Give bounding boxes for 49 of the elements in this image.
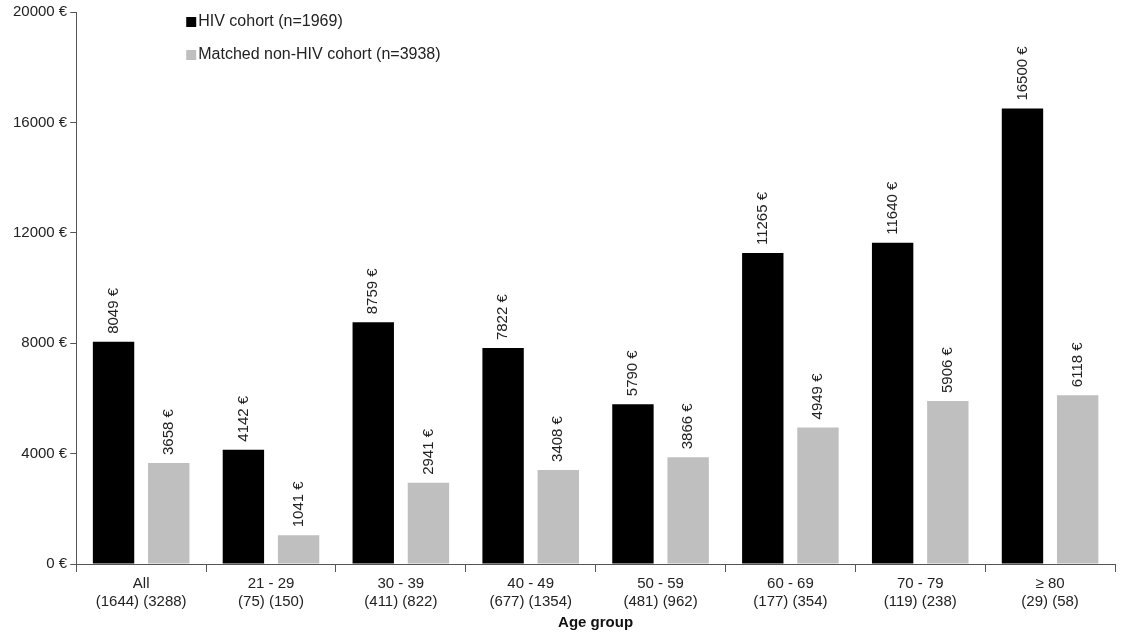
y-tick-label: 8000 €: [21, 333, 68, 351]
data-label: 3408 €: [548, 415, 566, 462]
x-tick-label: 70 - 79 (119) (238): [883, 574, 957, 610]
x-axis-title: Age group: [558, 613, 634, 631]
data-label: 4949 €: [808, 372, 826, 420]
x-tick-label: ≥ 80 (29) (58): [1021, 574, 1079, 610]
x-tick-label: 40 - 49 (677) (1354): [489, 574, 572, 610]
bar: [612, 404, 654, 564]
y-tick-label: 20000 €: [12, 2, 68, 20]
x-tick-label: 60 - 69 (177) (354): [753, 574, 828, 610]
y-tick-label: 0 €: [46, 554, 68, 572]
bar: [352, 322, 394, 564]
bar: [148, 463, 190, 564]
data-label: 2941 €: [418, 428, 436, 475]
x-tick-label: All (1644) (3288): [95, 574, 187, 610]
data-label: 7822 €: [493, 293, 511, 341]
data-label: 6118 €: [1067, 341, 1085, 388]
data-label: 5790 €: [623, 349, 641, 397]
bar: [1056, 395, 1099, 564]
bar: [667, 457, 709, 564]
bar: [222, 449, 265, 564]
x-tick-label: 50 - 59 (481) (962): [623, 574, 698, 610]
legend-label: HIV cohort (n=1969): [198, 12, 343, 30]
bar: [742, 253, 784, 564]
y-tick-label: 12000 €: [12, 222, 68, 240]
x-tick-label: 21 - 29 (75) (150): [238, 574, 304, 610]
data-label: 11640 €: [882, 180, 900, 235]
data-label: 8049 €: [103, 287, 121, 334]
data-label: 8759 €: [363, 267, 381, 315]
legend-label: Matched non-HIV cohort (n=3938): [198, 45, 441, 63]
bar: [537, 469, 579, 564]
data-label: 11265 €: [752, 191, 770, 246]
bar: [871, 242, 914, 564]
bar: [482, 348, 524, 564]
data-label: 3866 €: [678, 402, 696, 450]
y-tick-label: 16000 €: [12, 112, 68, 130]
bar: [92, 341, 135, 564]
bar: [927, 400, 969, 564]
data-label: 3658 €: [158, 408, 176, 456]
bar: [277, 535, 320, 564]
bar: [1001, 108, 1044, 564]
bar: [407, 482, 450, 564]
bar: [797, 427, 839, 564]
y-tick-label: 4000 €: [21, 443, 68, 461]
data-label: 5906 €: [937, 346, 955, 393]
data-label: 1041 €: [288, 480, 306, 528]
data-label: 4142 €: [233, 395, 251, 442]
x-tick-label: 30 - 39 (411) (822): [364, 574, 438, 610]
data-label: 16500 €: [1012, 45, 1030, 101]
